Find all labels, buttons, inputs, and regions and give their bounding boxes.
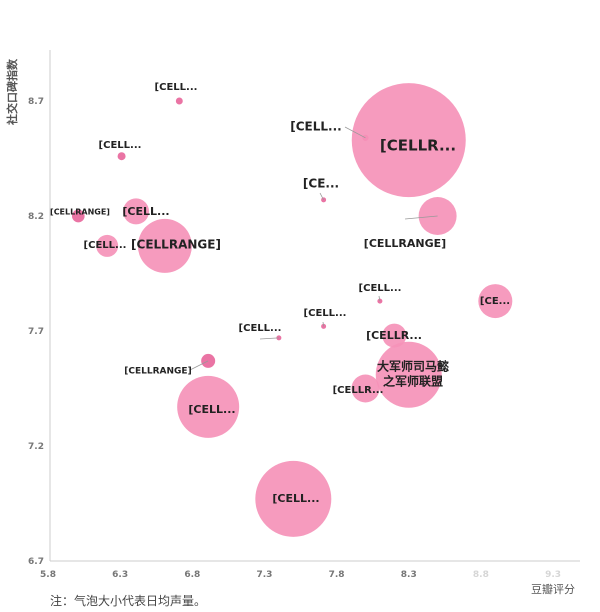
bubble-label: [CELLRANGE]	[50, 208, 110, 217]
bubble	[96, 234, 119, 257]
bubble-label: [CELL...	[359, 283, 402, 294]
leader-line	[378, 295, 381, 302]
bubble	[117, 152, 126, 161]
bubble	[478, 284, 513, 319]
chart-note: 注：气泡大小代表日均声量。	[50, 593, 206, 608]
leader-line	[189, 360, 209, 371]
x-tick-label: 7.3	[256, 570, 272, 580]
y-tick-label: 7.7	[28, 327, 44, 337]
bubble-label: [CELL...	[99, 140, 142, 151]
x-tick-label: 7.8	[329, 570, 345, 580]
bubble	[71, 209, 85, 223]
x-tick-label: 9.3	[545, 570, 561, 580]
y-axis-title: 社交口碑指数	[5, 58, 19, 126]
bubble	[375, 341, 442, 408]
bubble	[255, 460, 332, 537]
bubble-label: [CELL...	[188, 403, 235, 416]
bubble	[177, 375, 240, 438]
bubble	[123, 198, 150, 225]
bubble-label: [CELLRANGE]	[131, 238, 221, 252]
bubble-label: [CELLR...	[380, 137, 456, 155]
bubble-label: [CELL...	[84, 240, 127, 251]
leader-line	[259, 337, 279, 340]
x-tick-label: 8.8	[473, 570, 489, 580]
x-tick-label: 6.8	[184, 570, 200, 580]
x-tick-label: 5.8	[40, 570, 56, 580]
y-tick-label: 8.2	[28, 212, 44, 222]
bubble-label: [CELL...	[290, 120, 341, 134]
bubble-label: [CELL...	[272, 492, 319, 505]
bubble	[382, 323, 407, 348]
leader-line	[322, 321, 325, 327]
bubble-label: 之军师联盟	[383, 374, 443, 389]
bubble	[351, 83, 466, 198]
x-tick-label: 8.3	[401, 570, 417, 580]
bubble	[137, 218, 192, 273]
x-tick-label: 6.3	[112, 570, 128, 580]
bubble-label: [CELL...	[239, 323, 282, 334]
bubble	[175, 97, 183, 105]
leader-line	[344, 126, 366, 139]
bubble-label: 大军师司马懿	[377, 359, 449, 374]
bubble-label: [CELLR...	[366, 329, 422, 342]
bubble-label: [CE...	[480, 296, 510, 307]
bubble-label: [CELL...	[155, 82, 198, 93]
bubble-label: [CELL...	[122, 205, 169, 218]
bubble	[351, 374, 380, 403]
bubble-label: [CELLR...	[333, 385, 384, 396]
y-tick-label: 8.7	[28, 97, 44, 107]
bubble-label: [CELLRANGE]	[364, 237, 446, 250]
bubble-label: [CELL...	[304, 308, 347, 319]
y-tick-label: 6.7	[28, 557, 44, 567]
bubble-label: [CE...	[303, 177, 339, 191]
y-tick-label: 7.2	[28, 442, 44, 452]
bubble-label: [CELLRANGE]	[124, 367, 191, 377]
leader-line	[319, 192, 324, 201]
leader-line	[404, 215, 438, 220]
x-axis-title: 豆瓣评分	[531, 582, 575, 596]
